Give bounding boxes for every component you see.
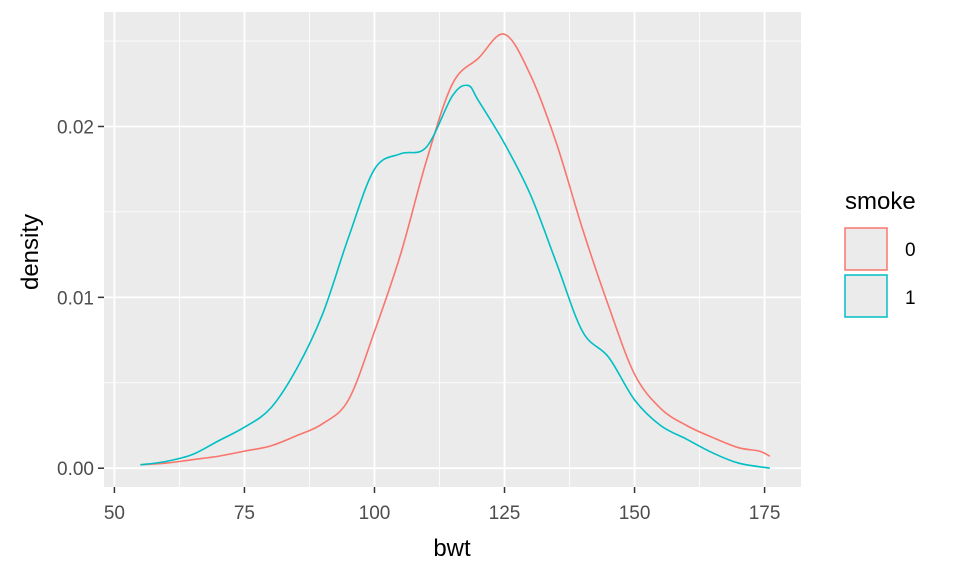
major-gridlines [104, 12, 801, 487]
x-tick-label: 100 [359, 503, 391, 524]
x-tick-label: 50 [104, 503, 125, 524]
legend-key-1 [844, 274, 888, 318]
plot-panel [104, 12, 801, 487]
tick-labels: 50 75 100 125 150 175 0.00 0.01 0.02 [57, 117, 780, 524]
series-layer [140, 33, 771, 469]
density-line-smoke-0 [140, 33, 771, 466]
y-tick-label: 0.02 [57, 117, 94, 138]
legend: smoke 0 1 [844, 188, 916, 318]
x-tick-label: 75 [234, 503, 255, 524]
x-tick-label: 175 [749, 503, 781, 524]
legend-label-1: 1 [905, 288, 916, 309]
legend-title: smoke [845, 188, 916, 215]
x-tick-label: 150 [619, 503, 651, 524]
y-tick-label: 0.01 [57, 288, 94, 309]
legend-key-0 [844, 227, 888, 271]
x-tick-label: 125 [489, 503, 521, 524]
x-axis-title: bwt [433, 535, 471, 562]
y-axis-title: density [17, 214, 44, 290]
legend-label-0: 0 [905, 240, 916, 261]
minor-gridlines [104, 12, 801, 487]
y-tick-label: 0.00 [57, 459, 94, 480]
axis-ticks [98, 125, 766, 493]
density-line-smoke-1 [140, 84, 770, 469]
